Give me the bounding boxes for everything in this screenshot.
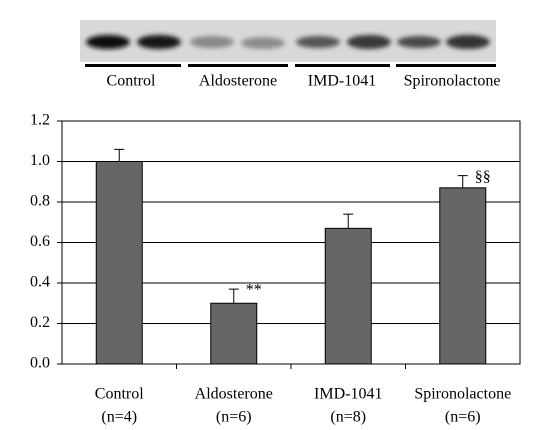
error-bar bbox=[458, 176, 468, 188]
blot-band bbox=[190, 36, 234, 48]
x-tick-note: (n=8) bbox=[330, 409, 366, 426]
bar bbox=[325, 228, 371, 364]
x-tick-note: (n=6) bbox=[445, 409, 481, 426]
bar bbox=[211, 303, 257, 364]
error-bar bbox=[343, 214, 353, 228]
error-bar bbox=[229, 289, 239, 303]
group-underline bbox=[188, 64, 288, 67]
blot-band bbox=[296, 36, 340, 48]
y-tick-label: 0.6 bbox=[30, 233, 50, 250]
blot-band bbox=[241, 37, 285, 49]
blot-band bbox=[86, 35, 130, 49]
group-underline bbox=[396, 64, 496, 67]
significance-mark: §§ bbox=[475, 168, 491, 185]
blot-label: Spironolactone bbox=[404, 73, 501, 90]
y-tick-label: 0.0 bbox=[30, 355, 50, 372]
blot-band bbox=[137, 35, 181, 49]
y-tick-label: 0.2 bbox=[30, 314, 50, 331]
y-tick-label: 1.2 bbox=[30, 112, 50, 129]
y-tick-label: 1.0 bbox=[30, 152, 50, 169]
group-underline bbox=[85, 64, 181, 67]
blot-band bbox=[347, 35, 391, 49]
x-tick-label: IMD-1041 bbox=[314, 386, 382, 403]
significance-mark: ** bbox=[246, 282, 262, 299]
error-bar bbox=[114, 149, 124, 161]
x-tick-note: (n=6) bbox=[216, 409, 252, 426]
bar bbox=[440, 188, 486, 364]
bar bbox=[96, 162, 142, 365]
y-tick-label: 0.4 bbox=[30, 274, 50, 291]
blot-label: IMD-1041 bbox=[308, 73, 376, 90]
group-underline bbox=[295, 64, 390, 67]
blot-band bbox=[397, 36, 441, 48]
blot-label: Aldosterone bbox=[199, 73, 277, 90]
page: {"blot": {"groups": ["Control", "Aldoste… bbox=[0, 0, 533, 430]
y-tick-label: 0.8 bbox=[30, 193, 50, 210]
x-tick-note: (n=4) bbox=[101, 409, 137, 426]
blot-image: Control Aldosterone IMD-1041 Spironolact… bbox=[80, 20, 500, 90]
chart: Control Aldosterone IMD-1041 Spironolact… bbox=[0, 0, 533, 430]
blot-label: Control bbox=[107, 73, 156, 90]
x-tick-label: Spironolactone bbox=[414, 386, 511, 403]
x-tick-label: Aldosterone bbox=[195, 386, 273, 403]
blot-band bbox=[446, 35, 490, 49]
x-tick-label: Control bbox=[95, 386, 144, 403]
